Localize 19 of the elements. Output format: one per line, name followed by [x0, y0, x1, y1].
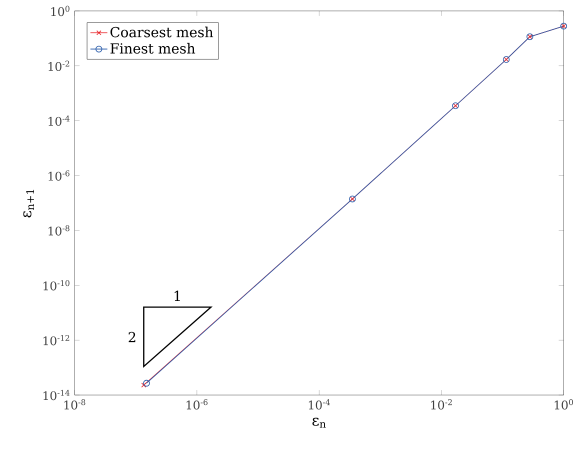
x-tick-label: 10$^{-4}$	[308, 399, 330, 410]
legend-label: Finest mesh	[110, 43, 196, 54]
y-tick-label: 10$^{-14}$	[44, 390, 70, 400]
x-tick-label: 10$^{0}$	[554, 399, 574, 410]
y-tick-label: 10$^{-2}$	[48, 60, 70, 72]
x-axis-title: ε$_{n}$	[312, 418, 326, 428]
y-tick-label: 10$^{-4}$	[48, 116, 70, 126]
x-tick-label: 10$^{-8}$	[64, 399, 86, 410]
y-tick-label: 10$^{-10}$	[44, 280, 70, 291]
legend-label: Coarsest mesh	[110, 26, 214, 38]
x-tick-label: 10$^{-2}$	[431, 399, 452, 410]
annotation: 1	[174, 290, 180, 302]
y-tick-label: 10$^{-12}$	[44, 335, 70, 346]
y-tick-label: 10$^{-8}$	[48, 225, 70, 236]
y-tick-label: 10$^{-6}$	[48, 170, 70, 181]
annotation: 2	[128, 332, 136, 342]
y-axis-title: ε$_{n+1}$	[23, 190, 34, 218]
x-tick-label: 10$^{-6}$	[186, 399, 208, 410]
y-tick-label: 10$^{0}$	[51, 6, 70, 16]
